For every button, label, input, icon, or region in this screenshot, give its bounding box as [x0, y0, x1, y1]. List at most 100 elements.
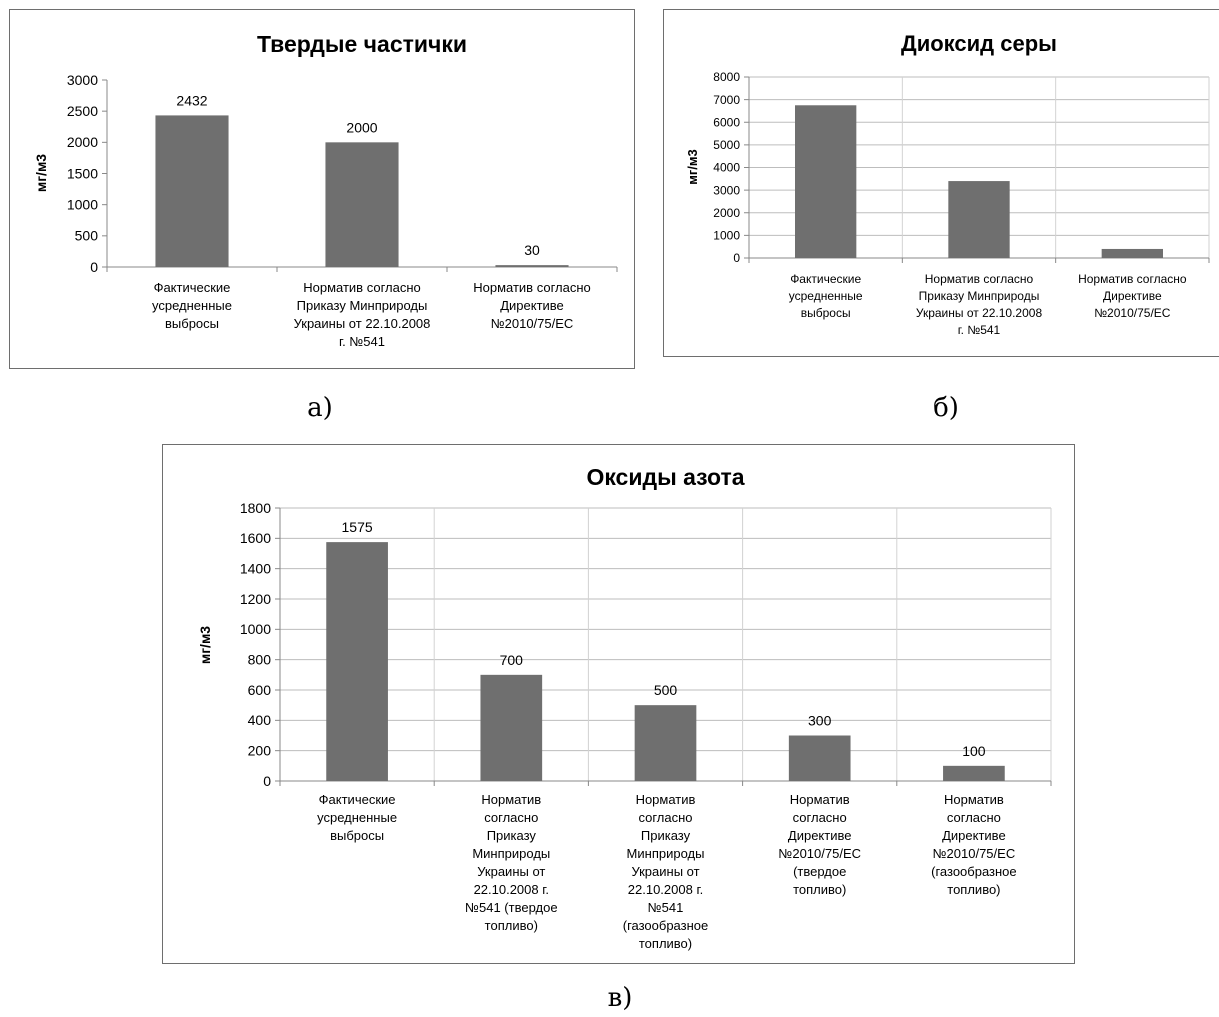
y-tick-label: 1000: [713, 229, 740, 243]
category-label-line: Приказу Минприроды: [297, 298, 428, 313]
category-label-line: г. №541: [339, 334, 385, 349]
data-label: 500: [654, 682, 678, 698]
category-label-line: №2010/75/ЕС: [491, 316, 574, 331]
category-label-line: Украины от 22.10.2008: [294, 316, 431, 331]
chart-title: Диоксид серы: [901, 31, 1057, 56]
category-label-line: согласно: [638, 810, 692, 825]
category-label-line: №2010/75/ЕС: [1094, 306, 1171, 320]
category-label-line: выбросы: [801, 306, 851, 320]
category-label: Норматив согласно Приказу Минприроды Украины…: [465, 792, 558, 933]
data-label: 1575: [342, 519, 373, 535]
category-label-line: Норматив согласно: [1078, 272, 1187, 286]
data-label: 2000: [346, 119, 377, 135]
chart-panel-particulates: Твердые частички мг/м3 0 500 1000 1500 2000 250…: [9, 9, 635, 369]
category-label: Норматив согласно Приказу Минприроды Украи…: [294, 280, 431, 349]
category-label-line: Норматив: [481, 792, 541, 807]
chart-title: Оксиды азота: [586, 464, 744, 490]
category-label-line: согласно: [484, 810, 538, 825]
y-axis-label: мг/м3: [33, 154, 49, 192]
category-label-line: №541 (твердое: [465, 900, 558, 915]
category-label-line: 22.10.2008 г.: [628, 882, 703, 897]
category-label-line: топливо): [639, 936, 692, 951]
bar: [326, 542, 388, 781]
data-label: 300: [808, 713, 832, 729]
chart-panel-sulfur-dioxide: Диоксид серы мг/м3 0 1000 2000 3000 4000 5000 60…: [663, 9, 1219, 357]
y-tick-label: 2000: [67, 134, 98, 150]
data-label: 700: [500, 652, 524, 668]
caption-c: в): [607, 983, 633, 1013]
category-label: Фактические усредненные выбросы: [152, 280, 232, 331]
category-label-line: (газообразное: [623, 918, 709, 933]
bar: [480, 674, 543, 781]
bar: [325, 142, 399, 267]
category-label-line: усредненные: [152, 298, 232, 313]
category-label-line: Минприроды: [472, 846, 550, 861]
category-label: Норматив согласно Директиве №2010/75/ЕС (газ…: [931, 792, 1017, 897]
y-tick-label: 7000: [713, 93, 740, 107]
chart-svg-particulates: Твердые частички мг/м3 0 500 1000 1500 2000 250…: [33, 31, 618, 349]
y-tick-label: 1000: [67, 197, 98, 213]
bar: [795, 105, 857, 258]
bar: [788, 735, 851, 781]
y-tick-label: 4000: [713, 161, 740, 175]
y-tick-label: 1800: [240, 500, 271, 516]
category-label-line: г. №541: [958, 323, 1001, 337]
y-tick-label: 8000: [713, 70, 740, 84]
y-tick-label: 6000: [713, 115, 740, 129]
category-label-line: Минприроды: [627, 846, 705, 861]
y-tick-label: 400: [248, 712, 272, 728]
y-tick-label: 800: [248, 652, 272, 668]
bar: [1101, 248, 1163, 258]
category-label-line: Украины от: [631, 864, 699, 879]
category-label-line: Фактические: [154, 280, 231, 295]
y-tick-label: 1000: [240, 621, 271, 637]
category-label-line: Норматив согласно: [925, 272, 1034, 286]
y-tick-label: 3000: [67, 72, 98, 88]
category-label-line: выбросы: [330, 828, 384, 843]
y-tick-label: 5000: [713, 138, 740, 152]
category-label: Норматив согласно Директиве №2010/75/ЕС: [1078, 272, 1187, 320]
category-label: Фактические усредненные выбросы: [789, 272, 863, 320]
chart-title: Твердые частички: [257, 31, 467, 57]
category-label-line: Приказу Минприроды: [919, 289, 1040, 303]
y-tick-label: 1600: [240, 530, 271, 546]
category-label-line: топливо): [793, 882, 846, 897]
y-axis-label: мг/м3: [197, 626, 213, 664]
category-label-line: Фактические: [319, 792, 396, 807]
category-label: Фактические усредненные выбросы: [317, 792, 397, 843]
y-tick-label: 600: [248, 682, 272, 698]
bar: [948, 181, 1010, 258]
data-label: 2432: [176, 92, 207, 108]
category-label-line: Фактические: [790, 272, 861, 286]
category-label-line: (твердое: [793, 864, 846, 879]
category-label-line: усредненные: [317, 810, 397, 825]
y-tick-label: 0: [90, 259, 98, 275]
category-label-line: Приказу: [641, 828, 691, 843]
category-label-line: Норматив согласно: [473, 280, 591, 295]
category-label-line: согласно: [947, 810, 1001, 825]
caption-a: а): [307, 393, 333, 423]
chart-svg-nitrogen-oxides: Оксиды азота мг/м3 0 200 400 600 800 1000 1200 14…: [197, 464, 1052, 951]
y-tick-label: 1200: [240, 591, 271, 607]
category-label: Норматив согласно Приказу Минприроды Украи…: [916, 272, 1043, 337]
category-label-line: согласно: [793, 810, 847, 825]
category-label-line: Норматив: [790, 792, 850, 807]
category-label-line: 22.10.2008 г.: [474, 882, 549, 897]
y-tick-label: 2000: [713, 206, 740, 220]
y-tick-label: 500: [75, 228, 99, 244]
category-label-line: Директиве: [942, 828, 1006, 843]
category-label-line: (газообразное: [931, 864, 1017, 879]
category-label-line: Норматив: [636, 792, 696, 807]
y-tick-label: 0: [733, 251, 740, 265]
bar: [943, 765, 1005, 781]
category-label-line: Директиве: [500, 298, 564, 313]
category-label: Норматив согласно Директиве №2010/75/ЕС (тве…: [778, 792, 861, 897]
y-tick-label: 0: [263, 773, 271, 789]
category-label-line: усредненные: [789, 289, 863, 303]
chart-panel-nitrogen-oxides: Оксиды азота мг/м3 0 200 400 600 800 1000 1200 14…: [162, 444, 1075, 964]
category-label-line: Приказу: [487, 828, 537, 843]
category-label-line: №2010/75/ЕС: [778, 846, 861, 861]
bar: [155, 115, 229, 267]
category-label: Норматив согласно Директиве №2010/75/ЕС: [473, 280, 591, 331]
category-label: Норматив согласно Приказу Минприроды Украины…: [623, 792, 709, 951]
